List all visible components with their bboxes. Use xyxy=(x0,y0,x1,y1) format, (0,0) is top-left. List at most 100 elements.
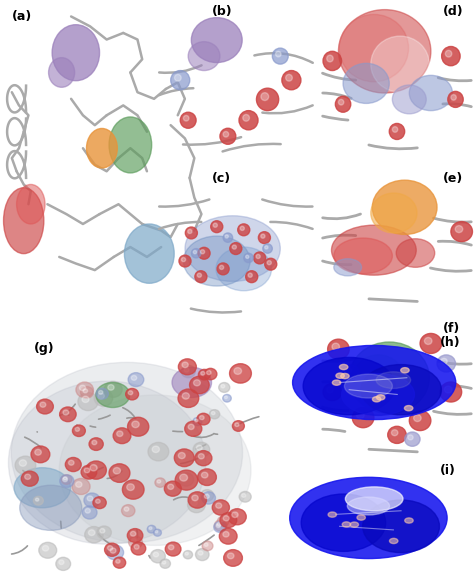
Circle shape xyxy=(212,500,229,515)
Circle shape xyxy=(110,548,116,553)
Circle shape xyxy=(217,522,221,526)
Circle shape xyxy=(182,258,186,262)
Circle shape xyxy=(89,438,103,451)
Circle shape xyxy=(239,111,258,130)
Ellipse shape xyxy=(334,238,392,274)
Circle shape xyxy=(196,445,202,451)
Circle shape xyxy=(246,255,249,258)
Circle shape xyxy=(323,384,341,401)
Circle shape xyxy=(122,480,144,499)
Circle shape xyxy=(440,382,462,402)
Circle shape xyxy=(219,528,237,544)
Circle shape xyxy=(131,539,136,543)
Circle shape xyxy=(178,452,185,459)
Ellipse shape xyxy=(339,15,409,82)
Circle shape xyxy=(171,71,190,90)
Circle shape xyxy=(128,373,144,387)
Circle shape xyxy=(332,343,339,350)
Ellipse shape xyxy=(185,216,280,282)
Ellipse shape xyxy=(49,58,75,87)
Circle shape xyxy=(92,440,97,445)
Circle shape xyxy=(204,494,209,498)
Circle shape xyxy=(203,492,208,496)
Ellipse shape xyxy=(371,36,429,92)
Circle shape xyxy=(109,464,130,482)
Circle shape xyxy=(73,425,85,437)
Circle shape xyxy=(455,226,463,233)
Circle shape xyxy=(273,48,288,64)
Circle shape xyxy=(220,512,237,528)
Circle shape xyxy=(328,512,337,517)
Circle shape xyxy=(152,446,159,452)
Circle shape xyxy=(201,490,214,501)
Circle shape xyxy=(336,96,351,112)
Circle shape xyxy=(116,559,120,563)
Ellipse shape xyxy=(409,75,452,111)
Circle shape xyxy=(223,532,229,537)
Ellipse shape xyxy=(124,224,174,283)
Circle shape xyxy=(195,419,198,422)
Circle shape xyxy=(240,226,245,230)
Circle shape xyxy=(128,529,143,542)
Circle shape xyxy=(42,546,49,551)
Circle shape xyxy=(219,518,224,522)
Circle shape xyxy=(107,545,124,560)
Circle shape xyxy=(84,468,90,473)
Circle shape xyxy=(451,94,456,100)
Circle shape xyxy=(81,465,97,479)
Circle shape xyxy=(150,550,165,563)
Circle shape xyxy=(323,51,341,71)
Circle shape xyxy=(346,368,352,373)
Circle shape xyxy=(223,132,228,137)
Circle shape xyxy=(127,484,134,490)
Ellipse shape xyxy=(352,355,405,409)
Ellipse shape xyxy=(109,117,152,173)
Circle shape xyxy=(410,410,431,431)
Circle shape xyxy=(244,253,253,262)
Ellipse shape xyxy=(361,364,441,415)
Circle shape xyxy=(264,246,268,249)
Circle shape xyxy=(213,223,218,227)
Circle shape xyxy=(327,55,333,62)
Circle shape xyxy=(223,233,233,243)
Text: (a): (a) xyxy=(12,10,32,23)
Circle shape xyxy=(256,88,279,111)
Ellipse shape xyxy=(86,128,117,168)
Circle shape xyxy=(179,255,191,267)
Text: (h): (h) xyxy=(439,336,460,349)
Circle shape xyxy=(113,557,126,568)
Circle shape xyxy=(339,364,348,370)
Ellipse shape xyxy=(191,17,242,62)
Circle shape xyxy=(342,522,351,527)
Circle shape xyxy=(134,545,139,549)
Text: (d): (d) xyxy=(443,5,464,18)
Circle shape xyxy=(21,471,38,486)
Circle shape xyxy=(190,376,209,394)
Circle shape xyxy=(63,477,68,482)
Circle shape xyxy=(211,221,223,233)
Circle shape xyxy=(108,546,113,550)
Circle shape xyxy=(445,386,452,393)
Circle shape xyxy=(182,362,188,368)
Circle shape xyxy=(336,373,344,378)
Circle shape xyxy=(178,389,199,408)
Circle shape xyxy=(76,482,82,487)
Circle shape xyxy=(113,468,120,474)
Circle shape xyxy=(207,371,211,375)
Circle shape xyxy=(80,385,85,391)
Circle shape xyxy=(185,227,197,239)
Circle shape xyxy=(155,478,165,487)
Circle shape xyxy=(84,493,100,507)
Text: (f): (f) xyxy=(443,322,460,335)
Circle shape xyxy=(232,245,237,249)
Ellipse shape xyxy=(396,239,435,267)
Text: (b): (b) xyxy=(212,5,233,18)
Circle shape xyxy=(36,498,39,501)
Circle shape xyxy=(201,492,216,504)
Ellipse shape xyxy=(371,193,417,233)
Circle shape xyxy=(408,435,413,440)
Circle shape xyxy=(275,51,281,57)
Circle shape xyxy=(132,421,139,428)
Circle shape xyxy=(404,406,413,411)
Circle shape xyxy=(130,531,136,536)
